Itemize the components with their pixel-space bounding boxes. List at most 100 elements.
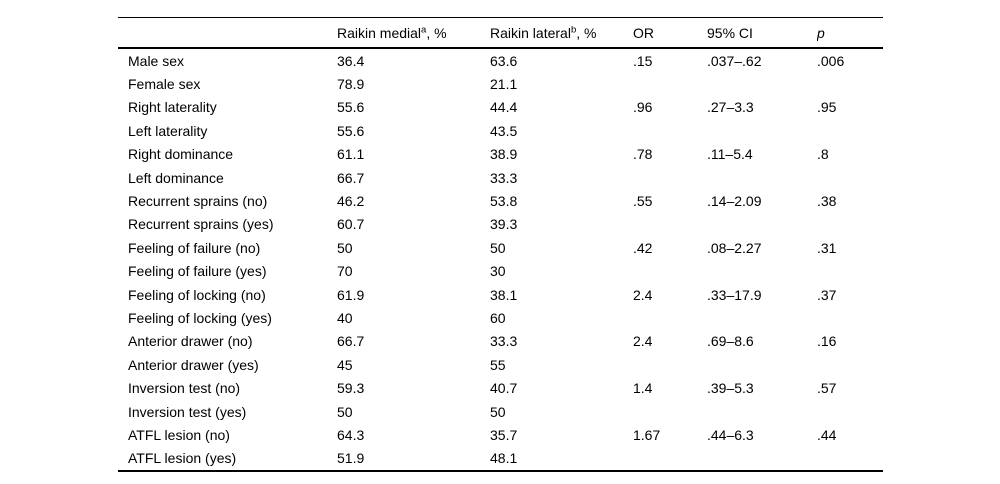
cell-ci: .44–6.3 [707,426,754,443]
cell-or: 1.67 [633,426,661,443]
cell-p [817,447,883,471]
cell-medial: 66.7 [337,169,365,186]
row-label-cell: Right dominance [128,146,234,163]
cell-lateral: 30 [490,263,506,280]
cell-ci: .39–5.3 [707,380,754,397]
row-label-cell: Inversion test (yes) [128,403,247,420]
row-label-cell: Inversion test (no) [128,380,241,397]
cell-or: .96 [633,99,653,116]
table-row: Left dominance 66.7 33.3 [118,166,883,189]
cell-p: .57 [817,380,837,397]
row-label-cell: Anterior drawer (no) [128,333,253,350]
cell-ci [707,400,817,423]
cell-ci: .69–8.6 [707,333,754,350]
row-label-cell: Left dominance [128,169,224,186]
cell-lateral: 38.9 [490,146,518,163]
cell-p: .95 [817,99,837,116]
row-label-cell: Feeling of locking (yes) [128,309,272,326]
cell-or: .42 [633,239,653,256]
cell-p [817,72,883,95]
cell-ci: .14–2.09 [707,193,762,210]
cell-p [817,166,883,189]
row-label-cell: Left laterality [128,122,208,139]
row-label-cell: Female sex [128,76,201,93]
cell-p: .38 [817,193,837,210]
table-row: ATFL lesion (yes) 51.9 48.1 [118,447,883,471]
cell-p [817,400,883,423]
row-label-cell: Anterior drawer (yes) [128,356,259,373]
cell-or: .78 [633,146,653,163]
row-label-cell: Recurrent sprains (yes) [128,216,274,233]
table-body: Male sex 36.4 63.6 .15 .037–.62 .006 Female se… [118,48,883,471]
cell-or [633,400,707,423]
table-row: Feeling of locking (no) 61.9 38.1 2.4 .33–17… [118,283,883,306]
cell-or [633,72,707,95]
cell-or: 2.4 [633,333,653,350]
cell-medial: 46.2 [337,193,365,210]
cell-p [817,119,883,142]
cell-medial: 55.6 [337,99,365,116]
cell-ci: .33–17.9 [707,286,762,303]
cell-medial: 55.6 [337,122,365,139]
cell-or [633,166,707,189]
cell-ci [707,166,817,189]
cell-medial: 50 [337,403,353,420]
cell-medial: 50 [337,239,353,256]
cell-lateral: 21.1 [490,76,518,93]
header-ci: 95% CI [707,24,753,41]
cell-medial: 40 [337,309,353,326]
table-row: ATFL lesion (no) 64.3 35.7 1.67 .44–6.3 .44 [118,423,883,446]
cell-ci: .27–3.3 [707,99,754,116]
cell-lateral: 39.3 [490,216,518,233]
table-row: Feeling of locking (yes) 40 60 [118,306,883,329]
cell-or [633,353,707,376]
cell-p [817,353,883,376]
row-label-cell: ATFL lesion (yes) [128,450,237,467]
cell-lateral: 33.3 [490,169,518,186]
table-row: Recurrent sprains (yes) 60.7 39.3 [118,213,883,236]
cell-lateral: 38.1 [490,286,518,303]
cell-lateral: 35.7 [490,426,518,443]
cell-lateral: 48.1 [490,450,518,467]
cell-lateral: 33.3 [490,333,518,350]
table-row: Female sex 78.9 21.1 [118,72,883,95]
row-label-cell: Feeling of locking (no) [128,286,266,303]
footnote-marker-a: a [421,23,427,35]
cell-p [817,213,883,236]
cell-p: .37 [817,286,837,303]
table-row: Feeling of failure (yes) 70 30 [118,260,883,283]
row-label-cell: Male sex [128,52,185,69]
header-raikin-lateral-text: Raikin lateral [490,24,571,41]
cell-medial: 61.9 [337,286,365,303]
cell-lateral: 63.6 [490,52,518,69]
header-empty-cell [118,18,337,49]
cell-p: .44 [817,426,837,443]
cell-medial: 64.3 [337,426,365,443]
cell-medial: 51.9 [337,450,365,467]
cell-ci: .08–2.27 [707,239,762,256]
row-label-cell: Feeling of failure (no) [128,239,261,256]
header-raikin-medial-text: Raikin medial [337,24,422,41]
cell-ci [707,213,817,236]
cell-ci [707,260,817,283]
row-label-cell: Feeling of failure (yes) [128,263,267,280]
cell-or [633,260,707,283]
cell-or [633,213,707,236]
row-label-cell: Recurrent sprains (no) [128,193,268,210]
table-row: Right dominance 61.1 38.9 .78 .11–5.4 .8 [118,143,883,166]
cell-ci [707,353,817,376]
cell-ci [707,119,817,142]
cell-p: .006 [817,52,845,69]
cell-lateral: 50 [490,403,506,420]
cell-or: .15 [633,52,653,69]
cell-lateral: 40.7 [490,380,518,397]
cell-or [633,447,707,471]
cell-or: 2.4 [633,286,653,303]
cell-medial: 36.4 [337,52,365,69]
cell-lateral: 44.4 [490,99,518,116]
cell-lateral: 53.8 [490,193,518,210]
cell-medial: 45 [337,356,353,373]
cell-or: .55 [633,193,653,210]
cell-lateral: 50 [490,239,506,256]
cell-p [817,260,883,283]
